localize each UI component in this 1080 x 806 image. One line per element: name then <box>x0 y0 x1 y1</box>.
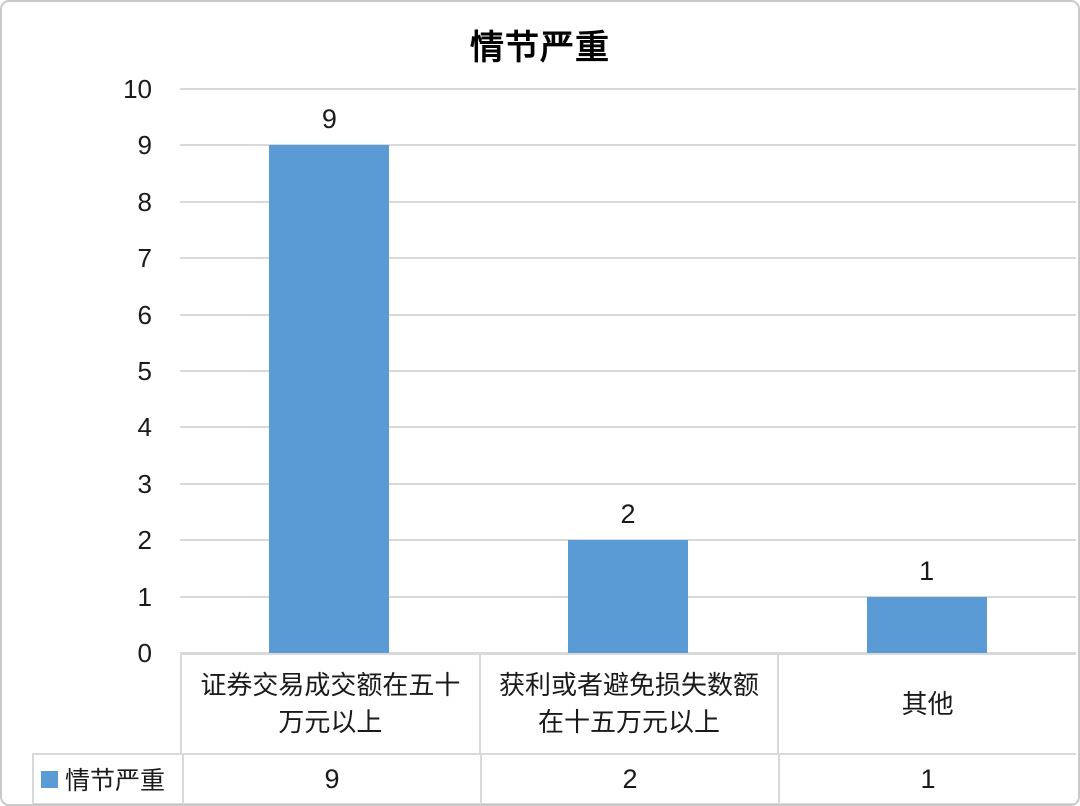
gridline <box>180 144 1076 147</box>
y-tick-label: 1 <box>137 581 152 612</box>
legend-swatch-icon <box>41 770 58 788</box>
category-label-line: 获利或者避免损失数额 <box>499 670 760 700</box>
category-label-line: 其他 <box>901 688 954 719</box>
bar-column: 2 <box>479 89 778 653</box>
chart-title: 情节严重 <box>470 29 610 67</box>
y-tick-label: 6 <box>137 299 152 330</box>
gridline <box>180 313 1076 316</box>
bar-data-label: 1 <box>919 555 935 586</box>
bar <box>269 145 390 653</box>
gridline <box>180 200 1076 203</box>
bar-column: 9 <box>180 89 479 653</box>
x-axis-category-row: 证券交易成交额在五十 万元以上 获利或者避免损失数额 在十五万元以上 其他 <box>180 653 1076 753</box>
bar <box>568 540 688 653</box>
y-tick-label: 3 <box>137 468 152 499</box>
gridline <box>180 257 1076 260</box>
bar <box>866 596 987 653</box>
category-label-line: 万元以上 <box>278 707 383 737</box>
gridline <box>180 370 1076 372</box>
table-value-cell: 9 <box>182 755 480 803</box>
y-tick-label: 7 <box>137 243 152 274</box>
gridline <box>180 539 1076 542</box>
gridline <box>180 426 1076 429</box>
bar-data-label: 2 <box>620 499 636 530</box>
category-label-line: 在十五万元以上 <box>538 707 721 737</box>
legend-label: 情节严重 <box>65 767 166 795</box>
y-tick-label: 2 <box>137 525 152 556</box>
y-tick-label: 9 <box>137 130 152 161</box>
legend-cell: 情节严重 <box>34 755 182 803</box>
table-value-cell: 1 <box>778 755 1076 803</box>
table-value-cell: 2 <box>480 755 778 803</box>
y-tick-label: 8 <box>137 186 152 217</box>
gridline <box>180 88 1076 90</box>
gridline <box>180 482 1076 485</box>
y-axis: 0 1 2 3 4 5 6 7 8 9 10 <box>82 76 152 666</box>
y-tick-label: 5 <box>137 356 152 386</box>
category-label-cell: 其他 <box>777 655 1076 753</box>
bar-column: 1 <box>777 89 1076 653</box>
bar-series: 9 2 1 <box>180 89 1076 653</box>
bar-data-label: 9 <box>321 104 337 135</box>
category-label-cell: 证券交易成交额在五十 万元以上 <box>182 655 479 753</box>
y-tick-label: 0 <box>137 638 152 668</box>
category-label-cell: 获利或者避免损失数额 在十五万元以上 <box>478 655 778 753</box>
category-label-line: 证券交易成交额在五十 <box>200 670 461 700</box>
y-tick-label: 10 <box>123 74 152 104</box>
y-tick-label: 4 <box>137 412 152 443</box>
plot-area: 9 2 1 <box>180 88 1076 654</box>
